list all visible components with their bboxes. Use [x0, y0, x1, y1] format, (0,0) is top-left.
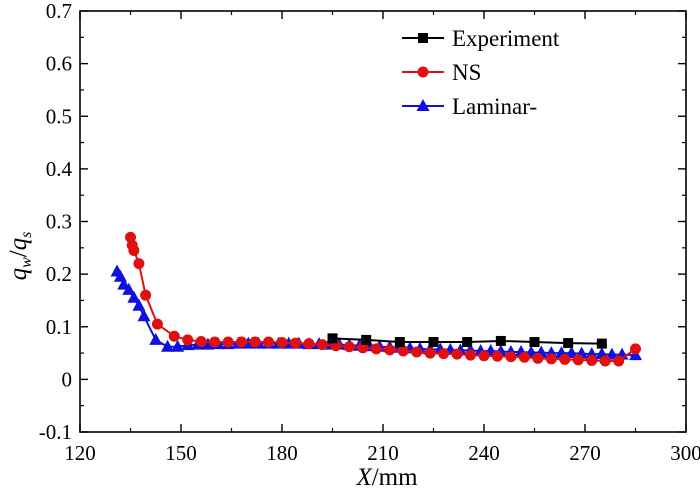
data-point — [518, 351, 530, 363]
data-point — [151, 318, 163, 330]
y-tick-label: 0.7 — [46, 0, 72, 23]
data-point — [327, 333, 338, 344]
data-point — [132, 298, 146, 311]
data-point — [236, 336, 248, 348]
y-tick-label: 0.1 — [46, 315, 72, 339]
data-point — [209, 336, 221, 348]
data-point — [394, 337, 405, 348]
legend-item: Experiment — [402, 26, 560, 51]
y-tick-label: 0.6 — [46, 52, 72, 76]
data-point — [397, 345, 409, 357]
y-tick-label: 0.2 — [46, 262, 72, 286]
data-point — [411, 346, 423, 358]
data-point — [428, 337, 439, 348]
data-point — [563, 338, 574, 349]
y-tick-label: 0.5 — [46, 104, 72, 128]
data-point — [149, 332, 163, 345]
legend-item: Laminar- — [402, 94, 537, 119]
data-point — [161, 339, 175, 352]
data-point — [289, 337, 301, 349]
data-point — [276, 337, 288, 349]
legend-marker — [418, 33, 428, 43]
data-point — [529, 337, 540, 348]
legend-item: NS — [402, 60, 481, 85]
data-point — [361, 334, 372, 345]
data-point — [316, 339, 328, 351]
legend-label: Experiment — [452, 26, 560, 51]
data-point — [201, 337, 215, 350]
x-tick-label: 240 — [468, 441, 500, 465]
y-tick-label: -0.1 — [39, 420, 72, 444]
data-point — [133, 258, 145, 270]
svg-text:qw/qs: qw/qs — [5, 232, 35, 281]
data-point — [505, 351, 517, 363]
data-point — [613, 355, 625, 367]
data-point — [545, 353, 557, 365]
data-point — [168, 330, 180, 342]
data-point — [370, 343, 382, 355]
legend-label: NS — [452, 60, 481, 85]
data-point — [630, 343, 641, 355]
series-experiment — [327, 333, 607, 349]
legend-marker — [417, 66, 429, 78]
data-point — [491, 350, 503, 362]
y-axis-label: qw/qs — [5, 232, 35, 281]
data-point — [263, 336, 275, 348]
legend: Experiment NS Laminar- — [402, 26, 560, 119]
x-axis-label-var: X — [355, 464, 373, 491]
data-point — [532, 352, 544, 364]
data-point — [384, 344, 396, 356]
x-axis-label-unit: /mm — [372, 464, 418, 491]
data-point — [222, 336, 234, 348]
data-point — [195, 335, 207, 347]
axes: 120 150 180 210 240 270 300 -0.1 0 0.1 0.2 0.3 0.4 0.… — [39, 0, 700, 465]
plot-frame — [79, 10, 687, 433]
data-point — [462, 337, 473, 348]
x-tick-label: 120 — [64, 441, 96, 465]
x-tick-label: 300 — [670, 441, 700, 465]
data-point — [249, 336, 261, 348]
data-point — [572, 354, 584, 366]
data-point — [128, 244, 140, 256]
x-tick-label: 270 — [569, 441, 601, 465]
x-tick-label: 150 — [165, 441, 197, 465]
y-tick-label: 0 — [62, 367, 73, 391]
series-ns — [125, 231, 641, 367]
y-tick-label: 0.4 — [46, 157, 73, 181]
data-point — [424, 347, 436, 359]
data-point — [171, 339, 185, 352]
data-point — [478, 350, 490, 362]
data-point — [140, 289, 152, 301]
data-point — [586, 354, 598, 366]
data-point — [137, 309, 151, 322]
data-point — [357, 342, 369, 354]
x-axis-label: X/mm — [355, 464, 418, 491]
data-point — [599, 355, 611, 367]
y-tick-label: 0.3 — [46, 210, 72, 234]
data-point — [303, 338, 315, 350]
x-tick-label: 180 — [266, 441, 298, 465]
legend-label: Laminar- — [452, 94, 537, 119]
data-point — [343, 341, 355, 353]
data-point — [127, 290, 141, 303]
series-layer — [110, 231, 642, 367]
data-point — [559, 353, 571, 365]
data-point — [605, 347, 619, 360]
data-point — [596, 338, 607, 349]
data-point — [465, 349, 477, 361]
data-point — [495, 335, 506, 346]
data-point — [438, 348, 450, 360]
legend-marker — [416, 99, 430, 111]
x-tick-label: 210 — [367, 441, 399, 465]
data-point — [565, 346, 579, 359]
data-point — [122, 282, 136, 295]
data-point — [451, 348, 463, 360]
data-point — [182, 334, 194, 346]
